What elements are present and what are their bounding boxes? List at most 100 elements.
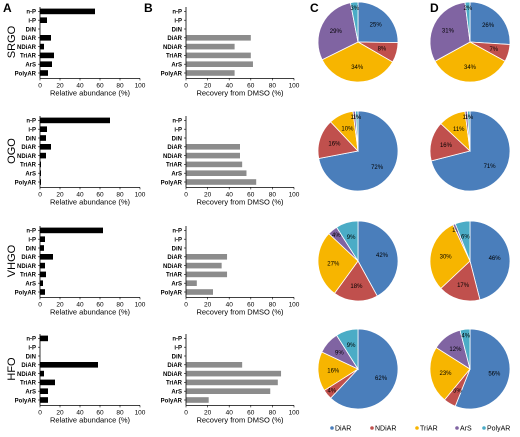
category-label: DiAR bbox=[21, 145, 36, 151]
slice-label: 46% bbox=[489, 256, 502, 262]
category-label: i-P bbox=[174, 19, 182, 25]
x-tick-label: 100 bbox=[135, 191, 146, 198]
category-label: n-P bbox=[172, 229, 182, 235]
pie-slice bbox=[429, 224, 471, 289]
pie-slice bbox=[469, 1, 511, 45]
pie-slice bbox=[336, 328, 359, 371]
x-axis-title: Relative abundance (%) bbox=[50, 415, 131, 424]
sample-label: SRGO bbox=[6, 25, 18, 58]
category-label: DiN bbox=[26, 136, 36, 142]
legend-label: TriAR bbox=[420, 426, 438, 433]
slice-label: 30% bbox=[440, 254, 453, 260]
bar bbox=[40, 271, 46, 278]
slice-label: 5% bbox=[453, 388, 462, 394]
x-tick-label: 80 bbox=[269, 191, 277, 198]
panel-letter: A bbox=[3, 1, 12, 15]
bar bbox=[40, 227, 103, 234]
pie-slice bbox=[459, 328, 471, 370]
x-tick-label: 0 bbox=[184, 82, 188, 89]
x-tick-label: 100 bbox=[135, 301, 146, 308]
slice-label: 62% bbox=[375, 376, 388, 382]
bar bbox=[40, 362, 98, 368]
x-tick-label: 20 bbox=[56, 82, 64, 89]
x-tick-label: 20 bbox=[204, 409, 212, 416]
category-label: DiN bbox=[26, 354, 36, 360]
bar bbox=[40, 245, 44, 251]
bar bbox=[186, 280, 197, 286]
x-tick-label: 60 bbox=[96, 191, 104, 198]
slice-label: 16% bbox=[328, 141, 341, 147]
x-tick-label: 20 bbox=[204, 301, 212, 308]
legend-marker bbox=[330, 426, 334, 430]
category-label: PolyAR bbox=[15, 180, 37, 186]
category-label: PolyAR bbox=[161, 71, 183, 77]
category-label: TriAR bbox=[20, 54, 37, 60]
panel-letter: B bbox=[144, 1, 153, 15]
x-tick-label: 0 bbox=[184, 409, 188, 416]
category-label: i-P bbox=[28, 346, 36, 352]
x-tick-label: 60 bbox=[247, 301, 255, 308]
pie-slice bbox=[321, 41, 394, 83]
category-label: DiN bbox=[172, 246, 182, 252]
slice-label: 4% bbox=[332, 233, 341, 239]
bar bbox=[40, 280, 43, 286]
category-label: TriAR bbox=[20, 381, 37, 387]
category-label: PolyAR bbox=[15, 290, 37, 296]
bar bbox=[40, 152, 46, 159]
bar bbox=[40, 135, 46, 141]
bar bbox=[40, 379, 55, 386]
category-label: DiAR bbox=[167, 255, 182, 261]
bar bbox=[186, 161, 243, 168]
slice-label: 16% bbox=[440, 143, 453, 149]
bar bbox=[186, 179, 257, 185]
slice-label: 31% bbox=[442, 29, 455, 35]
category-label: ArS bbox=[25, 63, 36, 69]
category-label: DiAR bbox=[167, 36, 182, 42]
bar bbox=[40, 126, 47, 132]
category-label: i-P bbox=[174, 346, 182, 352]
bar bbox=[40, 8, 95, 15]
category-label: DiN bbox=[172, 27, 182, 33]
bar bbox=[40, 17, 47, 23]
slice-label: 1% bbox=[353, 115, 362, 121]
x-tick-label: 40 bbox=[226, 191, 234, 198]
x-tick-label: 0 bbox=[38, 191, 42, 198]
x-axis-title: Relative abundance (%) bbox=[50, 197, 131, 206]
category-label: i-P bbox=[174, 238, 182, 244]
x-tick-label: 80 bbox=[269, 409, 277, 416]
slice-label: 56% bbox=[488, 372, 501, 378]
category-label: n-P bbox=[172, 119, 182, 125]
category-label: n-P bbox=[172, 337, 182, 343]
bar bbox=[40, 170, 41, 176]
category-label: ArS bbox=[25, 390, 36, 396]
legend-marker bbox=[482, 426, 486, 430]
slice-label: 25% bbox=[370, 23, 383, 29]
bar bbox=[186, 370, 282, 377]
bar bbox=[186, 52, 251, 59]
category-label: TriAR bbox=[20, 163, 37, 169]
x-axis-title: Recovery from DMSO (%) bbox=[196, 415, 284, 424]
category-label: PolyAR bbox=[15, 71, 37, 77]
x-tick-label: 20 bbox=[56, 409, 64, 416]
slice-label: 72% bbox=[371, 165, 384, 171]
category-label: TriAR bbox=[20, 273, 37, 279]
x-tick-label: 0 bbox=[184, 301, 188, 308]
x-tick-label: 0 bbox=[184, 191, 188, 198]
x-tick-label: 60 bbox=[247, 409, 255, 416]
bar bbox=[40, 254, 53, 260]
slice-label: 27% bbox=[327, 261, 340, 267]
bar bbox=[40, 179, 41, 185]
pie-slice bbox=[464, 1, 471, 43]
category-label: ArS bbox=[25, 172, 36, 178]
legend-label: PolyAR bbox=[487, 426, 510, 433]
bar bbox=[40, 117, 110, 124]
category-label: NDiAR bbox=[17, 264, 37, 270]
category-label: n-P bbox=[172, 10, 182, 16]
bar bbox=[186, 61, 253, 67]
x-tick-label: 40 bbox=[76, 191, 84, 198]
category-label: DiAR bbox=[167, 363, 182, 369]
bar bbox=[40, 52, 54, 59]
bar bbox=[186, 289, 213, 295]
x-tick-label: 80 bbox=[116, 191, 124, 198]
x-tick-label: 40 bbox=[76, 409, 84, 416]
